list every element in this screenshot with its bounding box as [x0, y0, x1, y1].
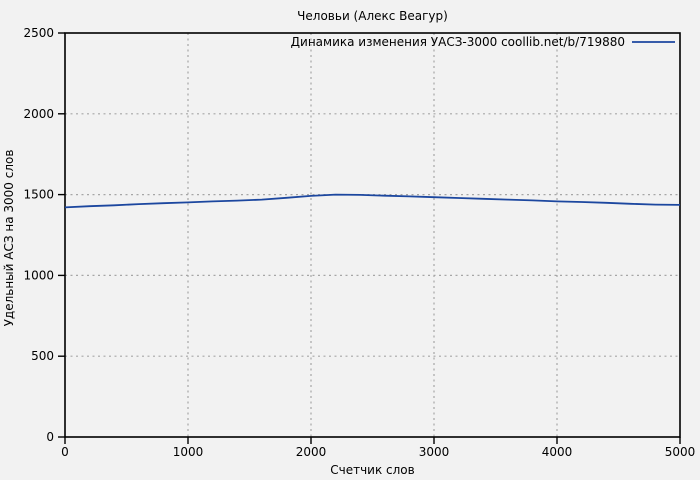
- y-tick-label: 500: [31, 349, 54, 363]
- x-tick-label: 5000: [665, 445, 696, 459]
- legend-label: Динамика изменения УАСЗ-3000 coollib.net…: [291, 35, 625, 49]
- y-tick-label: 2000: [23, 107, 54, 121]
- chart-title: Человьи (Алекс Веагур): [297, 9, 448, 23]
- y-axis-label: Удельный АСЗ на 3000 слов: [2, 150, 16, 327]
- axis-tick-labels: 0 1000 2000 3000 4000 5000 0 500 1000 1500 2000 250…: [23, 26, 695, 459]
- gridlines: [65, 33, 680, 437]
- x-tick-label: 1000: [173, 445, 204, 459]
- x-axis-label: Счетчик слов: [330, 463, 414, 477]
- y-tick-label: 1000: [23, 268, 54, 282]
- plot-border: [64, 32, 681, 438]
- y-tick-label: 0: [46, 430, 54, 444]
- legend: Динамика изменения УАСЗ-3000 coollib.net…: [291, 35, 675, 49]
- x-tick-label: 2000: [296, 445, 327, 459]
- x-tick-label: 0: [61, 445, 69, 459]
- y-tick-label: 2500: [23, 26, 54, 40]
- series-line: [64, 193, 681, 209]
- x-tick-label: 3000: [419, 445, 450, 459]
- y-tick-label: 1500: [23, 188, 54, 202]
- x-tick-label: 4000: [542, 445, 573, 459]
- axis-ticks: [58, 32, 681, 444]
